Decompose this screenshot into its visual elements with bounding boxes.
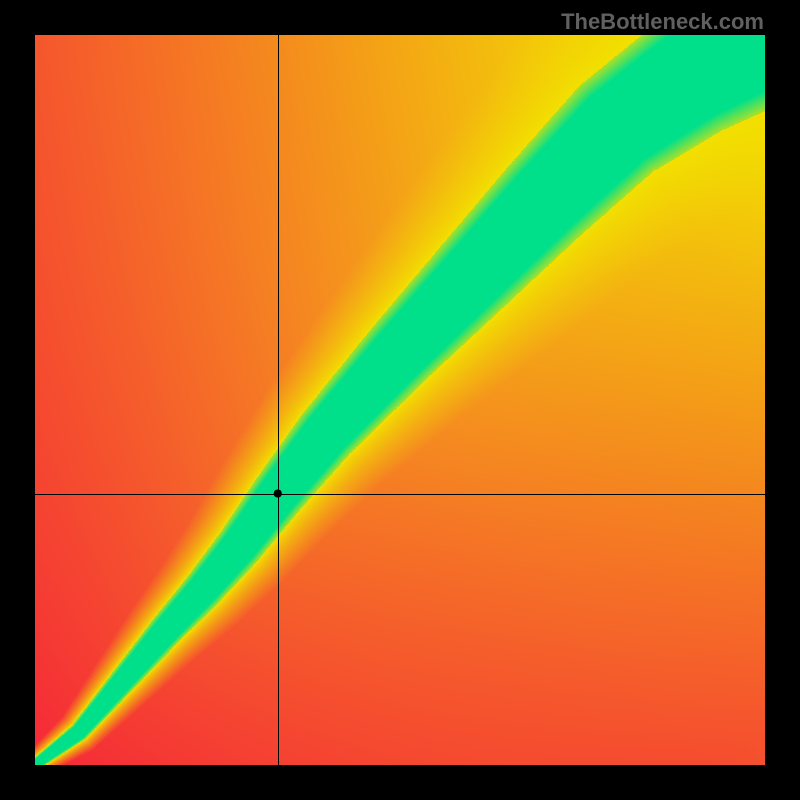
watermark-text: TheBottleneck.com (561, 9, 764, 35)
chart-container: TheBottleneck.com (0, 0, 800, 800)
bottleneck-heatmap (35, 35, 765, 765)
